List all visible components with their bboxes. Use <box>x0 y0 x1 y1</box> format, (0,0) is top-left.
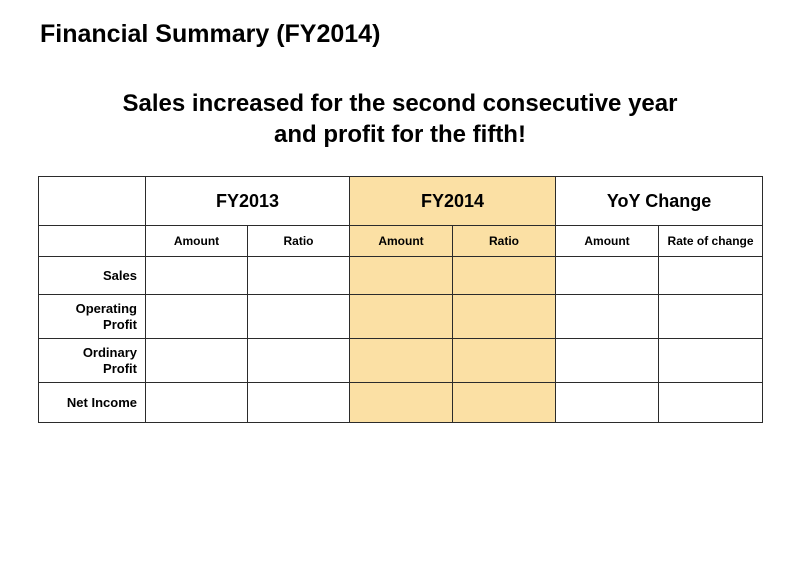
table-cell <box>349 382 454 423</box>
subtitle-line-2: and profit for the fifth! <box>274 121 526 148</box>
subheader-yoy-amount: Amount <box>555 225 660 257</box>
subheader-yoy-rate: Rate of change <box>658 225 764 257</box>
table-cell <box>452 382 557 423</box>
table-cell <box>349 294 454 339</box>
table-row-ordinary-profit: Ordinary Profit <box>38 338 764 383</box>
corner-cell-sub <box>38 225 146 257</box>
column-group-yoy-change: YoY Change <box>555 176 764 226</box>
table-row-sales: Sales <box>38 256 764 295</box>
table-cell <box>555 256 660 295</box>
table-cell <box>145 382 248 423</box>
column-group-fy2014: FY2014 <box>349 176 557 226</box>
table-cell <box>246 382 351 423</box>
row-label-net-income: Net Income <box>38 382 146 423</box>
corner-cell <box>38 176 146 226</box>
table-cell <box>658 338 764 383</box>
table-cell <box>145 294 248 339</box>
table-row-operating-profit: Operating Profit <box>38 294 764 339</box>
table-cell <box>555 382 660 423</box>
table-cell <box>246 294 351 339</box>
row-label-operating-profit: Operating Profit <box>38 294 146 339</box>
table-cell <box>349 256 454 295</box>
table-cell <box>452 338 557 383</box>
subheader-fy2013-ratio: Ratio <box>246 225 351 257</box>
subheader-fy2014-ratio: Ratio <box>452 225 557 257</box>
table-cell <box>349 338 454 383</box>
slide-subtitle: Sales increased for the second consecuti… <box>0 88 800 150</box>
table-cell <box>145 338 248 383</box>
financial-summary-table: FY2013 FY2014 YoY Change Amount Ratio Am… <box>38 176 764 423</box>
page-title: Financial Summary (FY2014) <box>40 20 381 48</box>
table-cell <box>452 294 557 339</box>
table-cell <box>555 338 660 383</box>
row-label-ordinary-profit: Ordinary Profit <box>38 338 146 383</box>
table-cell <box>246 256 351 295</box>
table-row-net-income: Net Income <box>38 382 764 423</box>
row-label-sales: Sales <box>38 256 146 295</box>
table-cell <box>145 256 248 295</box>
column-group-row: FY2013 FY2014 YoY Change <box>38 176 764 226</box>
table-cell <box>452 256 557 295</box>
subheader-fy2014-amount: Amount <box>349 225 454 257</box>
table-cell <box>246 338 351 383</box>
subtitle-line-1: Sales increased for the second consecuti… <box>122 90 678 117</box>
table-cell <box>658 382 764 423</box>
subheader-fy2013-amount: Amount <box>145 225 248 257</box>
table-cell <box>658 256 764 295</box>
sub-header-row: Amount Ratio Amount Ratio Amount Rate of… <box>38 225 764 257</box>
column-group-fy2013: FY2013 <box>144 176 351 226</box>
table-cell <box>658 294 764 339</box>
table-cell <box>555 294 660 339</box>
